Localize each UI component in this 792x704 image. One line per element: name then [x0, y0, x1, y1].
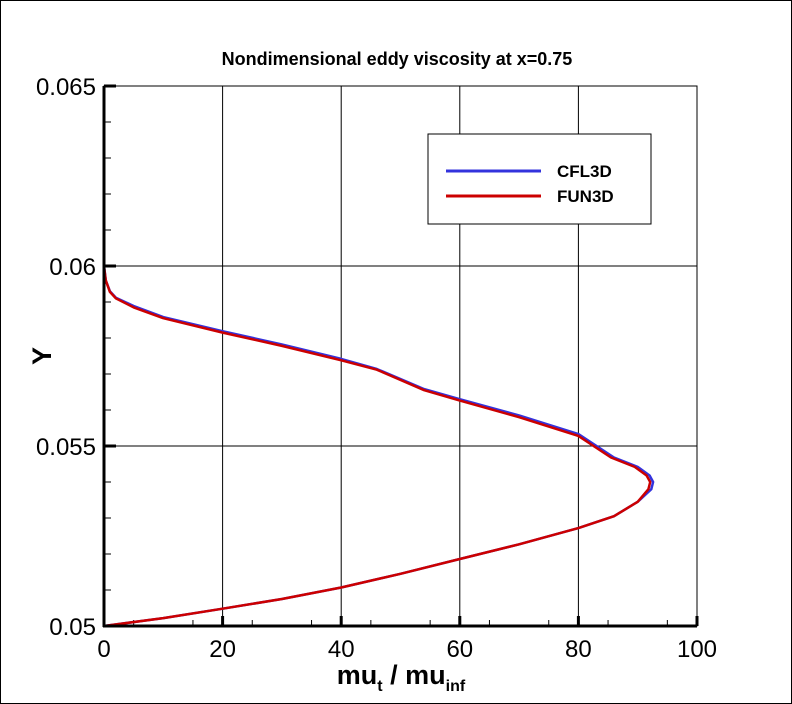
x-tick-label: 100: [677, 636, 717, 663]
y-tick-label: 0.06: [49, 254, 96, 281]
x-tick-label: 20: [209, 636, 236, 663]
y-tick-label: 0.055: [36, 434, 96, 461]
x-tick-label: 0: [97, 636, 110, 663]
ticks: 0 20 40 60 80 100 0.05 0.055 0.06 0.065: [36, 74, 717, 663]
legend: CFL3D FUN3D: [427, 133, 652, 225]
x-tick-label: 80: [565, 636, 592, 663]
y-tick-label: 0.065: [36, 74, 96, 101]
x-tick-label: 40: [328, 636, 355, 663]
chart-title: Nondimensional eddy viscosity at x=0.75: [222, 49, 573, 69]
legend-label-fun3d: FUN3D: [557, 187, 614, 206]
legend-label-cfl3d: CFL3D: [557, 162, 612, 181]
series-lines: [102, 265, 655, 628]
series-line-fun3d: [102, 265, 652, 628]
legend-box: [427, 133, 652, 225]
y-axis-label: Y: [27, 347, 57, 365]
x-tick-label: 60: [446, 636, 473, 663]
y-tick-label: 0.05: [49, 614, 96, 641]
x-axis-label: mut / muinf: [337, 660, 466, 695]
